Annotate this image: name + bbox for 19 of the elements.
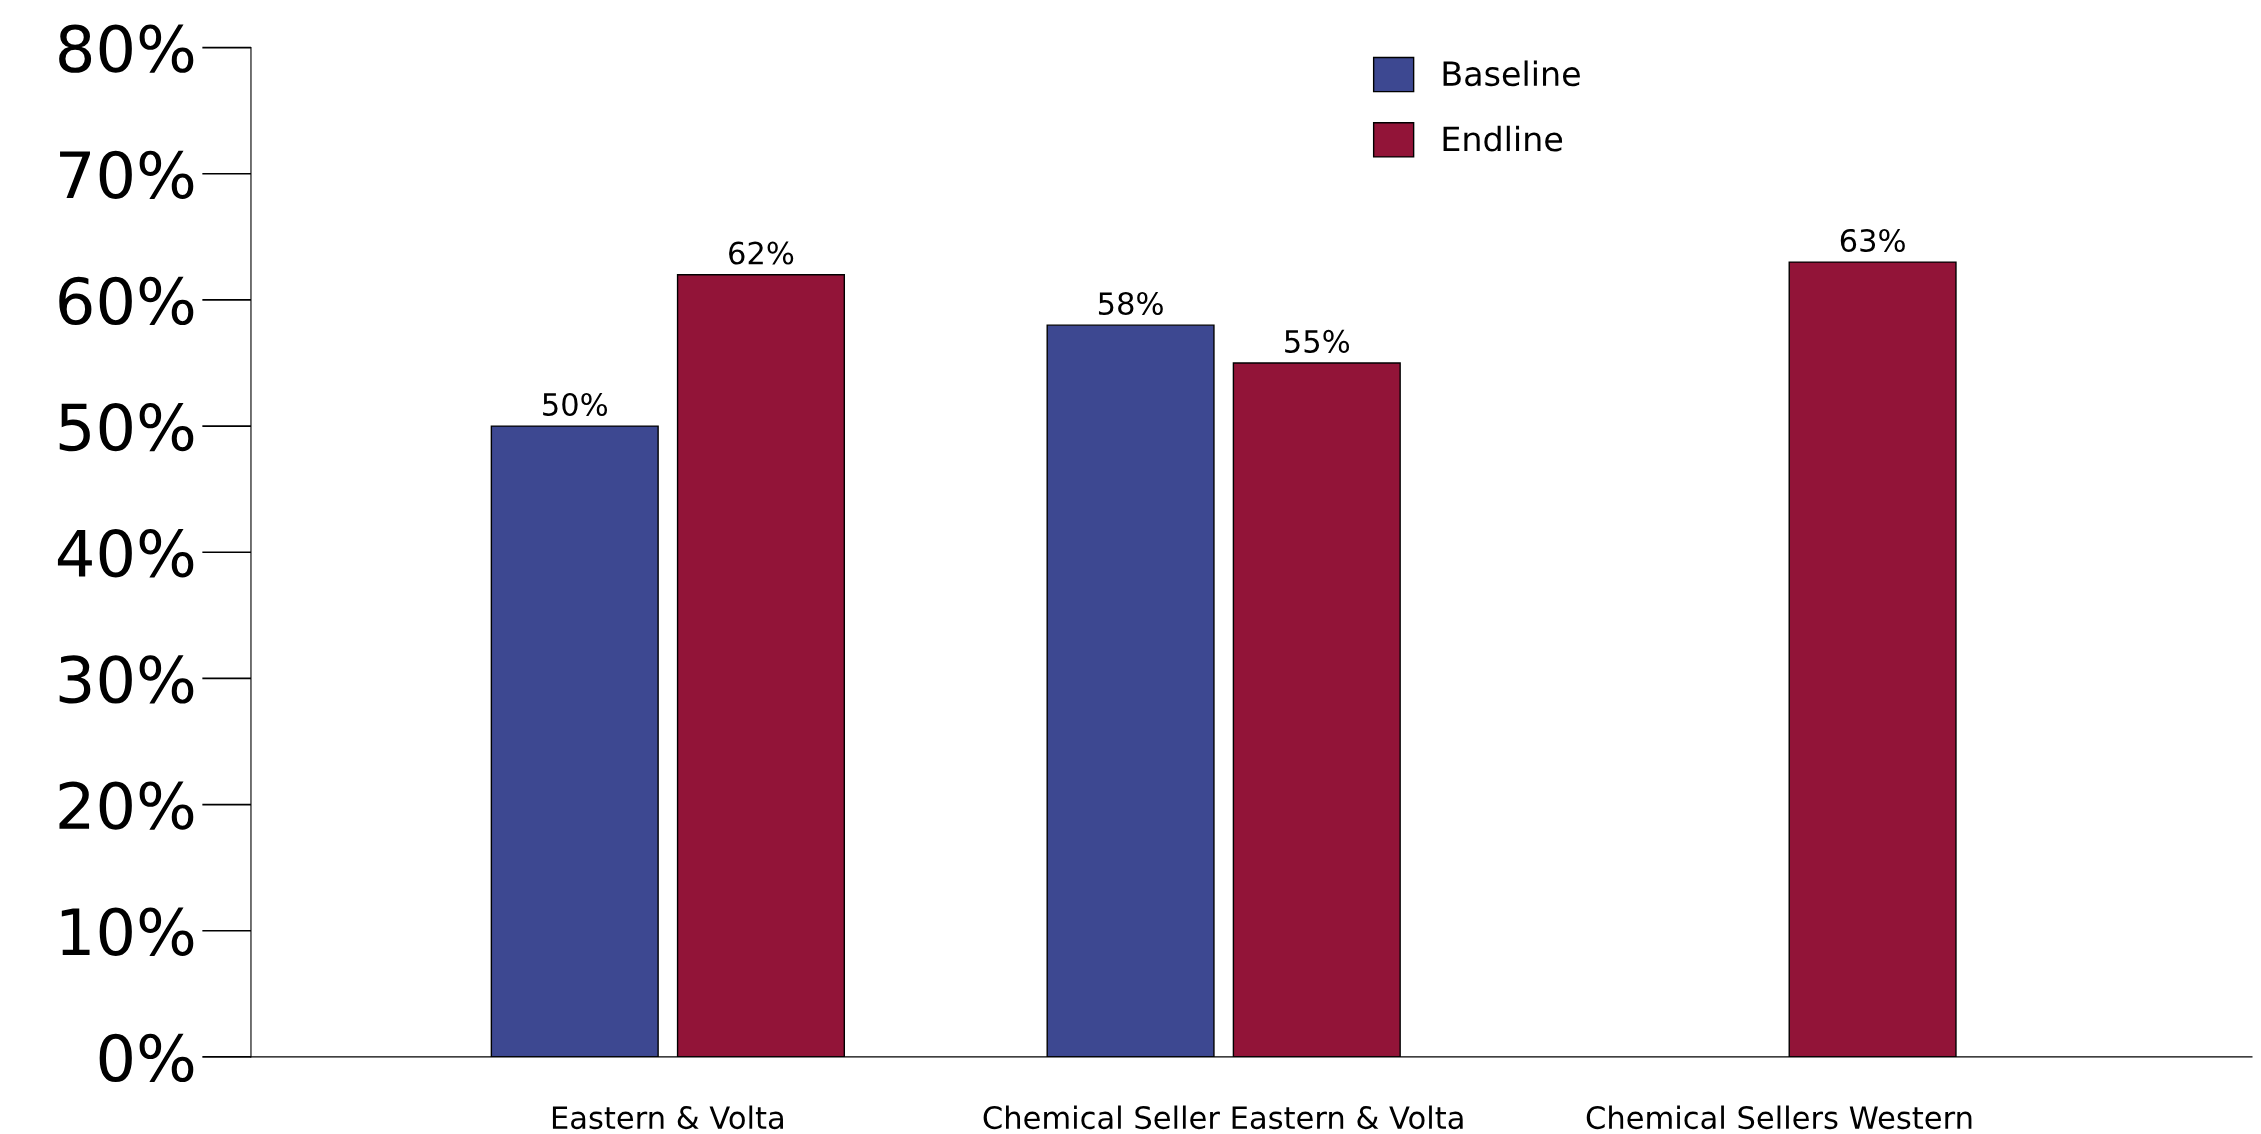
- y-tick-label: 0%: [99, 1033, 194, 1083]
- data-label: 63%: [1840, 228, 1905, 253]
- y-tick-label: 70%: [60, 150, 194, 199]
- x-tick-label: Chemical Seller Eastern & Volta: [983, 1105, 1463, 1130]
- y-tick-label: 80%: [59, 24, 194, 73]
- y-tick-label: 40%: [57, 529, 194, 578]
- y-tick-label: 10%: [61, 907, 194, 956]
- legend-label: Baseline: [1443, 60, 1580, 87]
- y-tick-label: 30%: [59, 655, 194, 704]
- data-label: 50%: [543, 392, 608, 417]
- data-label: 62%: [729, 241, 794, 265]
- data-label: 55%: [1285, 329, 1350, 353]
- legend-label: Endline: [1443, 125, 1563, 152]
- x-tick-label: Chemical Sellers Western: [1586, 1105, 1972, 1130]
- y-tick-label: 20%: [59, 781, 194, 830]
- data-label: 58%: [1098, 291, 1163, 316]
- y-tick-label: 60%: [59, 276, 194, 326]
- y-tick-label: 50%: [59, 402, 194, 452]
- x-tick-label: Eastern & Volta: [552, 1105, 783, 1130]
